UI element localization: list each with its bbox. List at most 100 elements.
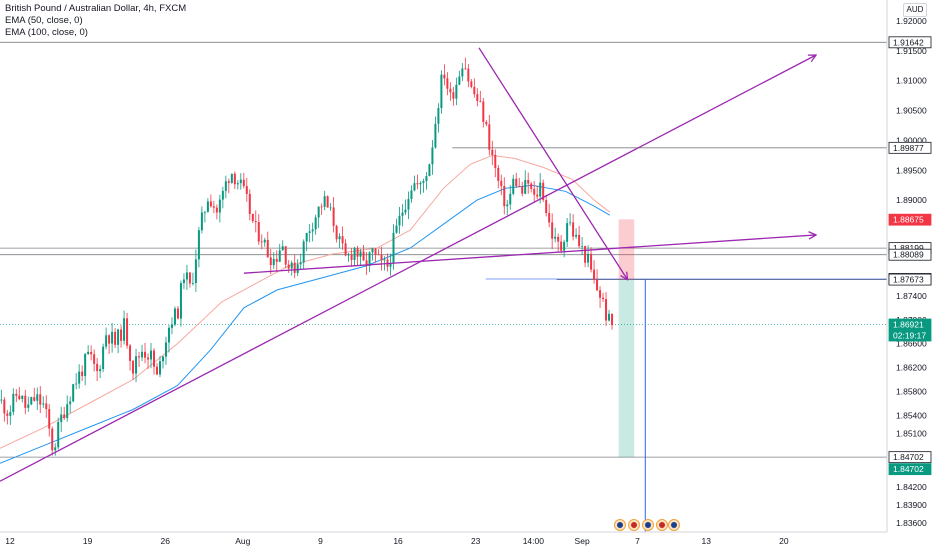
candle-body bbox=[497, 168, 500, 181]
candle-body bbox=[18, 395, 21, 400]
candle-body bbox=[269, 257, 272, 266]
candle-body bbox=[105, 335, 108, 347]
candle-body bbox=[368, 252, 371, 267]
candle-body bbox=[135, 356, 138, 374]
economic-events bbox=[614, 519, 680, 531]
candle-body bbox=[422, 181, 425, 183]
candle-body bbox=[251, 213, 254, 222]
candle-body bbox=[308, 231, 311, 233]
candle-body bbox=[425, 176, 428, 182]
candle-body bbox=[578, 234, 581, 247]
price-tick-label: 1.90500 bbox=[896, 106, 927, 116]
candle-body bbox=[123, 318, 126, 341]
candle-body bbox=[437, 108, 440, 124]
candle-body bbox=[167, 327, 170, 343]
candle-body bbox=[173, 308, 176, 325]
candle-body bbox=[365, 260, 368, 267]
candle-body bbox=[224, 181, 227, 191]
event-icon bbox=[656, 519, 668, 531]
candle-body bbox=[404, 209, 407, 213]
candle-body bbox=[63, 414, 66, 419]
candle-body bbox=[197, 230, 200, 260]
candle-body bbox=[209, 201, 212, 207]
candle-body bbox=[554, 236, 557, 239]
candle-body bbox=[158, 361, 161, 375]
time-axis: 12 19 26 Aug 9 16 23 14:00 Sep 7 13 20 bbox=[0, 531, 887, 546]
time-tick-label: Aug bbox=[235, 536, 250, 546]
candle-body bbox=[33, 397, 36, 401]
candle-body bbox=[506, 204, 509, 207]
candle-body bbox=[42, 403, 45, 405]
candle-body bbox=[194, 259, 197, 284]
candle-body bbox=[254, 221, 257, 223]
candle-body bbox=[488, 124, 491, 150]
candle-body bbox=[479, 100, 482, 102]
price-tag-label: 1.86921 bbox=[893, 320, 924, 330]
candle-body bbox=[221, 190, 224, 200]
candle-body bbox=[545, 199, 548, 214]
candle-body bbox=[611, 313, 614, 326]
candle-body bbox=[39, 394, 42, 405]
legend-ema50: EMA (50, close, 0) bbox=[5, 15, 83, 26]
price-tag-label: 1.91642 bbox=[893, 37, 924, 47]
candle-body bbox=[132, 360, 135, 374]
candle-body bbox=[428, 164, 431, 177]
candle-body bbox=[176, 308, 179, 319]
candle-body bbox=[608, 313, 611, 321]
currency-badge[interactable]: AUD bbox=[903, 3, 927, 17]
price-tick-label: 1.85800 bbox=[896, 387, 927, 397]
candle-body bbox=[182, 279, 185, 284]
candle-body bbox=[371, 248, 374, 253]
candle-body bbox=[344, 243, 347, 256]
candle-body bbox=[311, 229, 314, 232]
candle-body bbox=[536, 194, 539, 197]
candle-body bbox=[129, 345, 132, 361]
price-tag bbox=[888, 248, 932, 261]
price-tag bbox=[888, 36, 932, 49]
candle-body bbox=[6, 413, 9, 416]
price-axis: 1.92000 1.91500 1.91000 1.90500 1.90000 1.895… bbox=[886, 0, 932, 532]
candle-body bbox=[239, 179, 242, 184]
candle-body bbox=[275, 258, 278, 262]
horizontal-levels bbox=[0, 41, 887, 458]
time-tick-label: 23 bbox=[471, 536, 481, 546]
candle-body bbox=[84, 354, 87, 377]
legend-ema100: EMA (100, close, 0) bbox=[5, 27, 88, 38]
candle-body bbox=[440, 74, 443, 109]
candle-body bbox=[45, 403, 48, 410]
candle-body bbox=[78, 371, 81, 384]
candle-body bbox=[299, 262, 302, 265]
candle-body bbox=[30, 397, 33, 405]
candle-body bbox=[467, 68, 470, 82]
price-tick-label: 1.89500 bbox=[896, 165, 927, 175]
price-tick-label: 1.90000 bbox=[896, 135, 927, 145]
time-tick-label: 7 bbox=[635, 536, 640, 546]
candle-body bbox=[117, 329, 120, 345]
candle-body bbox=[392, 232, 395, 264]
candle-body bbox=[473, 86, 476, 95]
candle-body bbox=[138, 356, 141, 358]
time-tick-label: 9 bbox=[318, 536, 323, 546]
candle-body bbox=[141, 351, 144, 358]
candle-body bbox=[557, 236, 560, 242]
candle-body bbox=[542, 182, 545, 200]
candle-body bbox=[108, 335, 111, 344]
candle-body bbox=[27, 404, 30, 408]
candle-body bbox=[533, 188, 536, 195]
event-flag bbox=[671, 522, 677, 528]
price-tag bbox=[888, 141, 932, 154]
candle-body bbox=[57, 422, 60, 448]
candle-body bbox=[48, 409, 51, 429]
ema100-line bbox=[0, 184, 611, 464]
candle-body bbox=[566, 223, 569, 242]
candle-body bbox=[329, 207, 332, 209]
candle-body bbox=[575, 234, 578, 237]
candle-body bbox=[21, 395, 24, 400]
candle-body bbox=[218, 199, 221, 213]
candle-body bbox=[212, 206, 215, 208]
candle-body bbox=[248, 193, 251, 214]
candle-body bbox=[512, 178, 515, 194]
candle-body bbox=[242, 179, 245, 187]
candle-body bbox=[443, 74, 446, 79]
